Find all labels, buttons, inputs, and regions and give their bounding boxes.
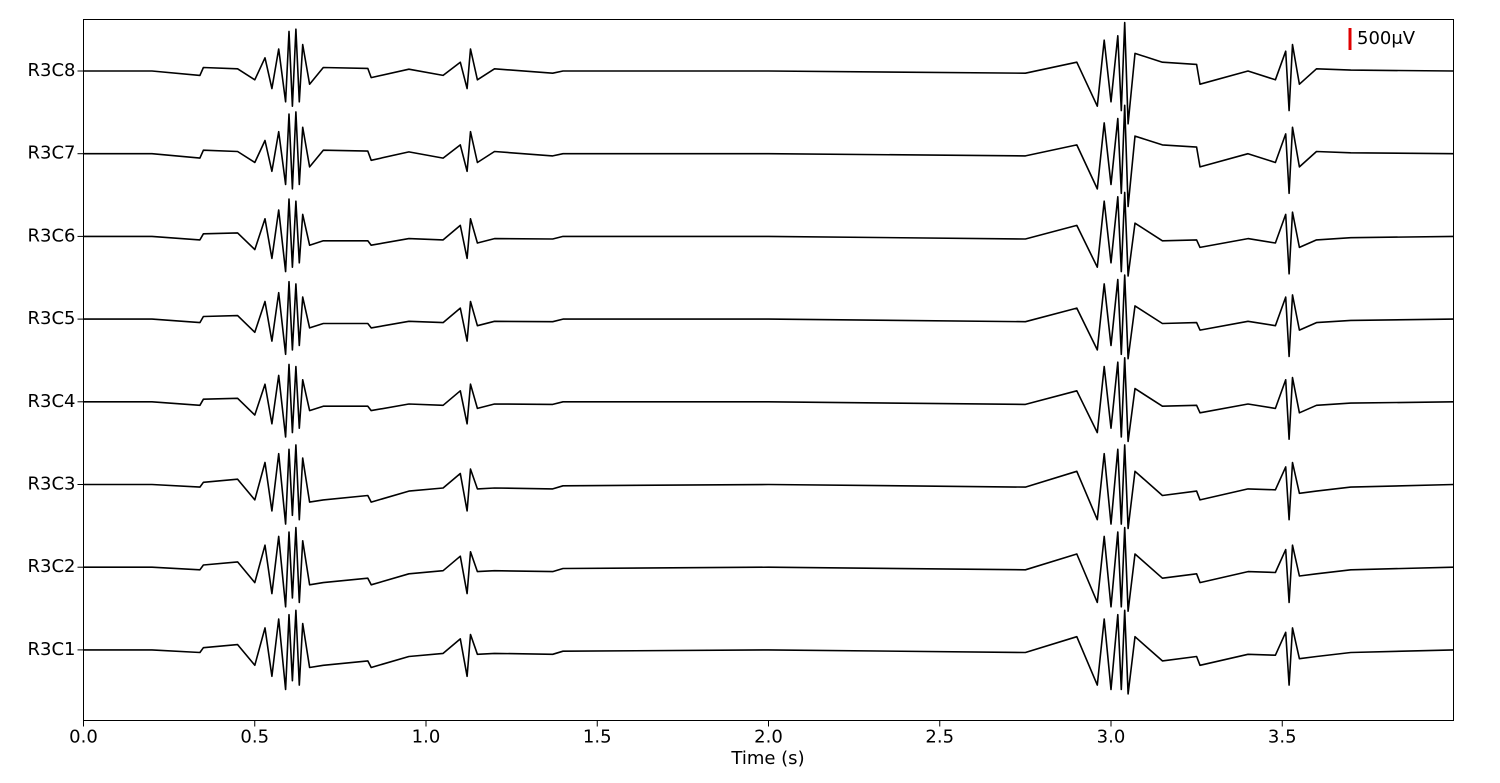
trace bbox=[83, 21, 1454, 125]
x-tick-label: 0.5 bbox=[240, 727, 269, 748]
channel-label: R3C7 bbox=[28, 143, 76, 164]
x-tick-label: 2.5 bbox=[925, 727, 954, 748]
trace bbox=[83, 274, 1454, 360]
trace bbox=[83, 526, 1454, 612]
channel-label: R3C8 bbox=[28, 60, 76, 81]
x-tick-label: 1.5 bbox=[583, 727, 612, 748]
x-tick-label: 0.0 bbox=[69, 727, 98, 748]
x-tick-label: 3.5 bbox=[1268, 727, 1297, 748]
trace bbox=[83, 357, 1454, 443]
trace bbox=[83, 444, 1454, 530]
channel-label: R3C2 bbox=[28, 556, 76, 577]
x-tick-label: 1.0 bbox=[412, 727, 441, 748]
trace bbox=[83, 609, 1454, 695]
trace bbox=[83, 191, 1454, 277]
x-axis-label: Time (s) bbox=[730, 748, 804, 769]
x-tick-label: 3.0 bbox=[1097, 727, 1126, 748]
channel-label: R3C6 bbox=[28, 225, 76, 246]
channel-label: R3C3 bbox=[28, 474, 76, 495]
trace bbox=[83, 104, 1454, 208]
scale-bar-label: 500μV bbox=[1357, 28, 1416, 49]
channel-label: R3C5 bbox=[28, 308, 76, 329]
channel-label: R3C4 bbox=[28, 391, 76, 412]
x-tick-label: 2.0 bbox=[754, 727, 783, 748]
channel-label: R3C1 bbox=[28, 639, 76, 660]
